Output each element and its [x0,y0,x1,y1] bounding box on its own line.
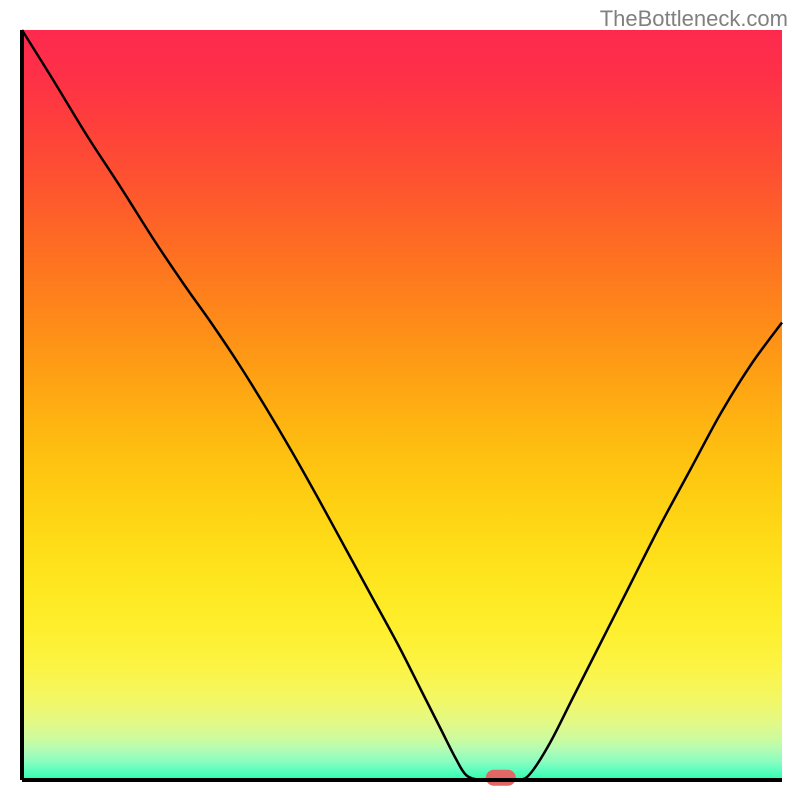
bottleneck-chart [0,0,800,800]
gradient-background [22,30,782,780]
optimal-marker [486,770,516,786]
chart-svg [0,0,800,800]
watermark-text: TheBottleneck.com [600,6,788,32]
